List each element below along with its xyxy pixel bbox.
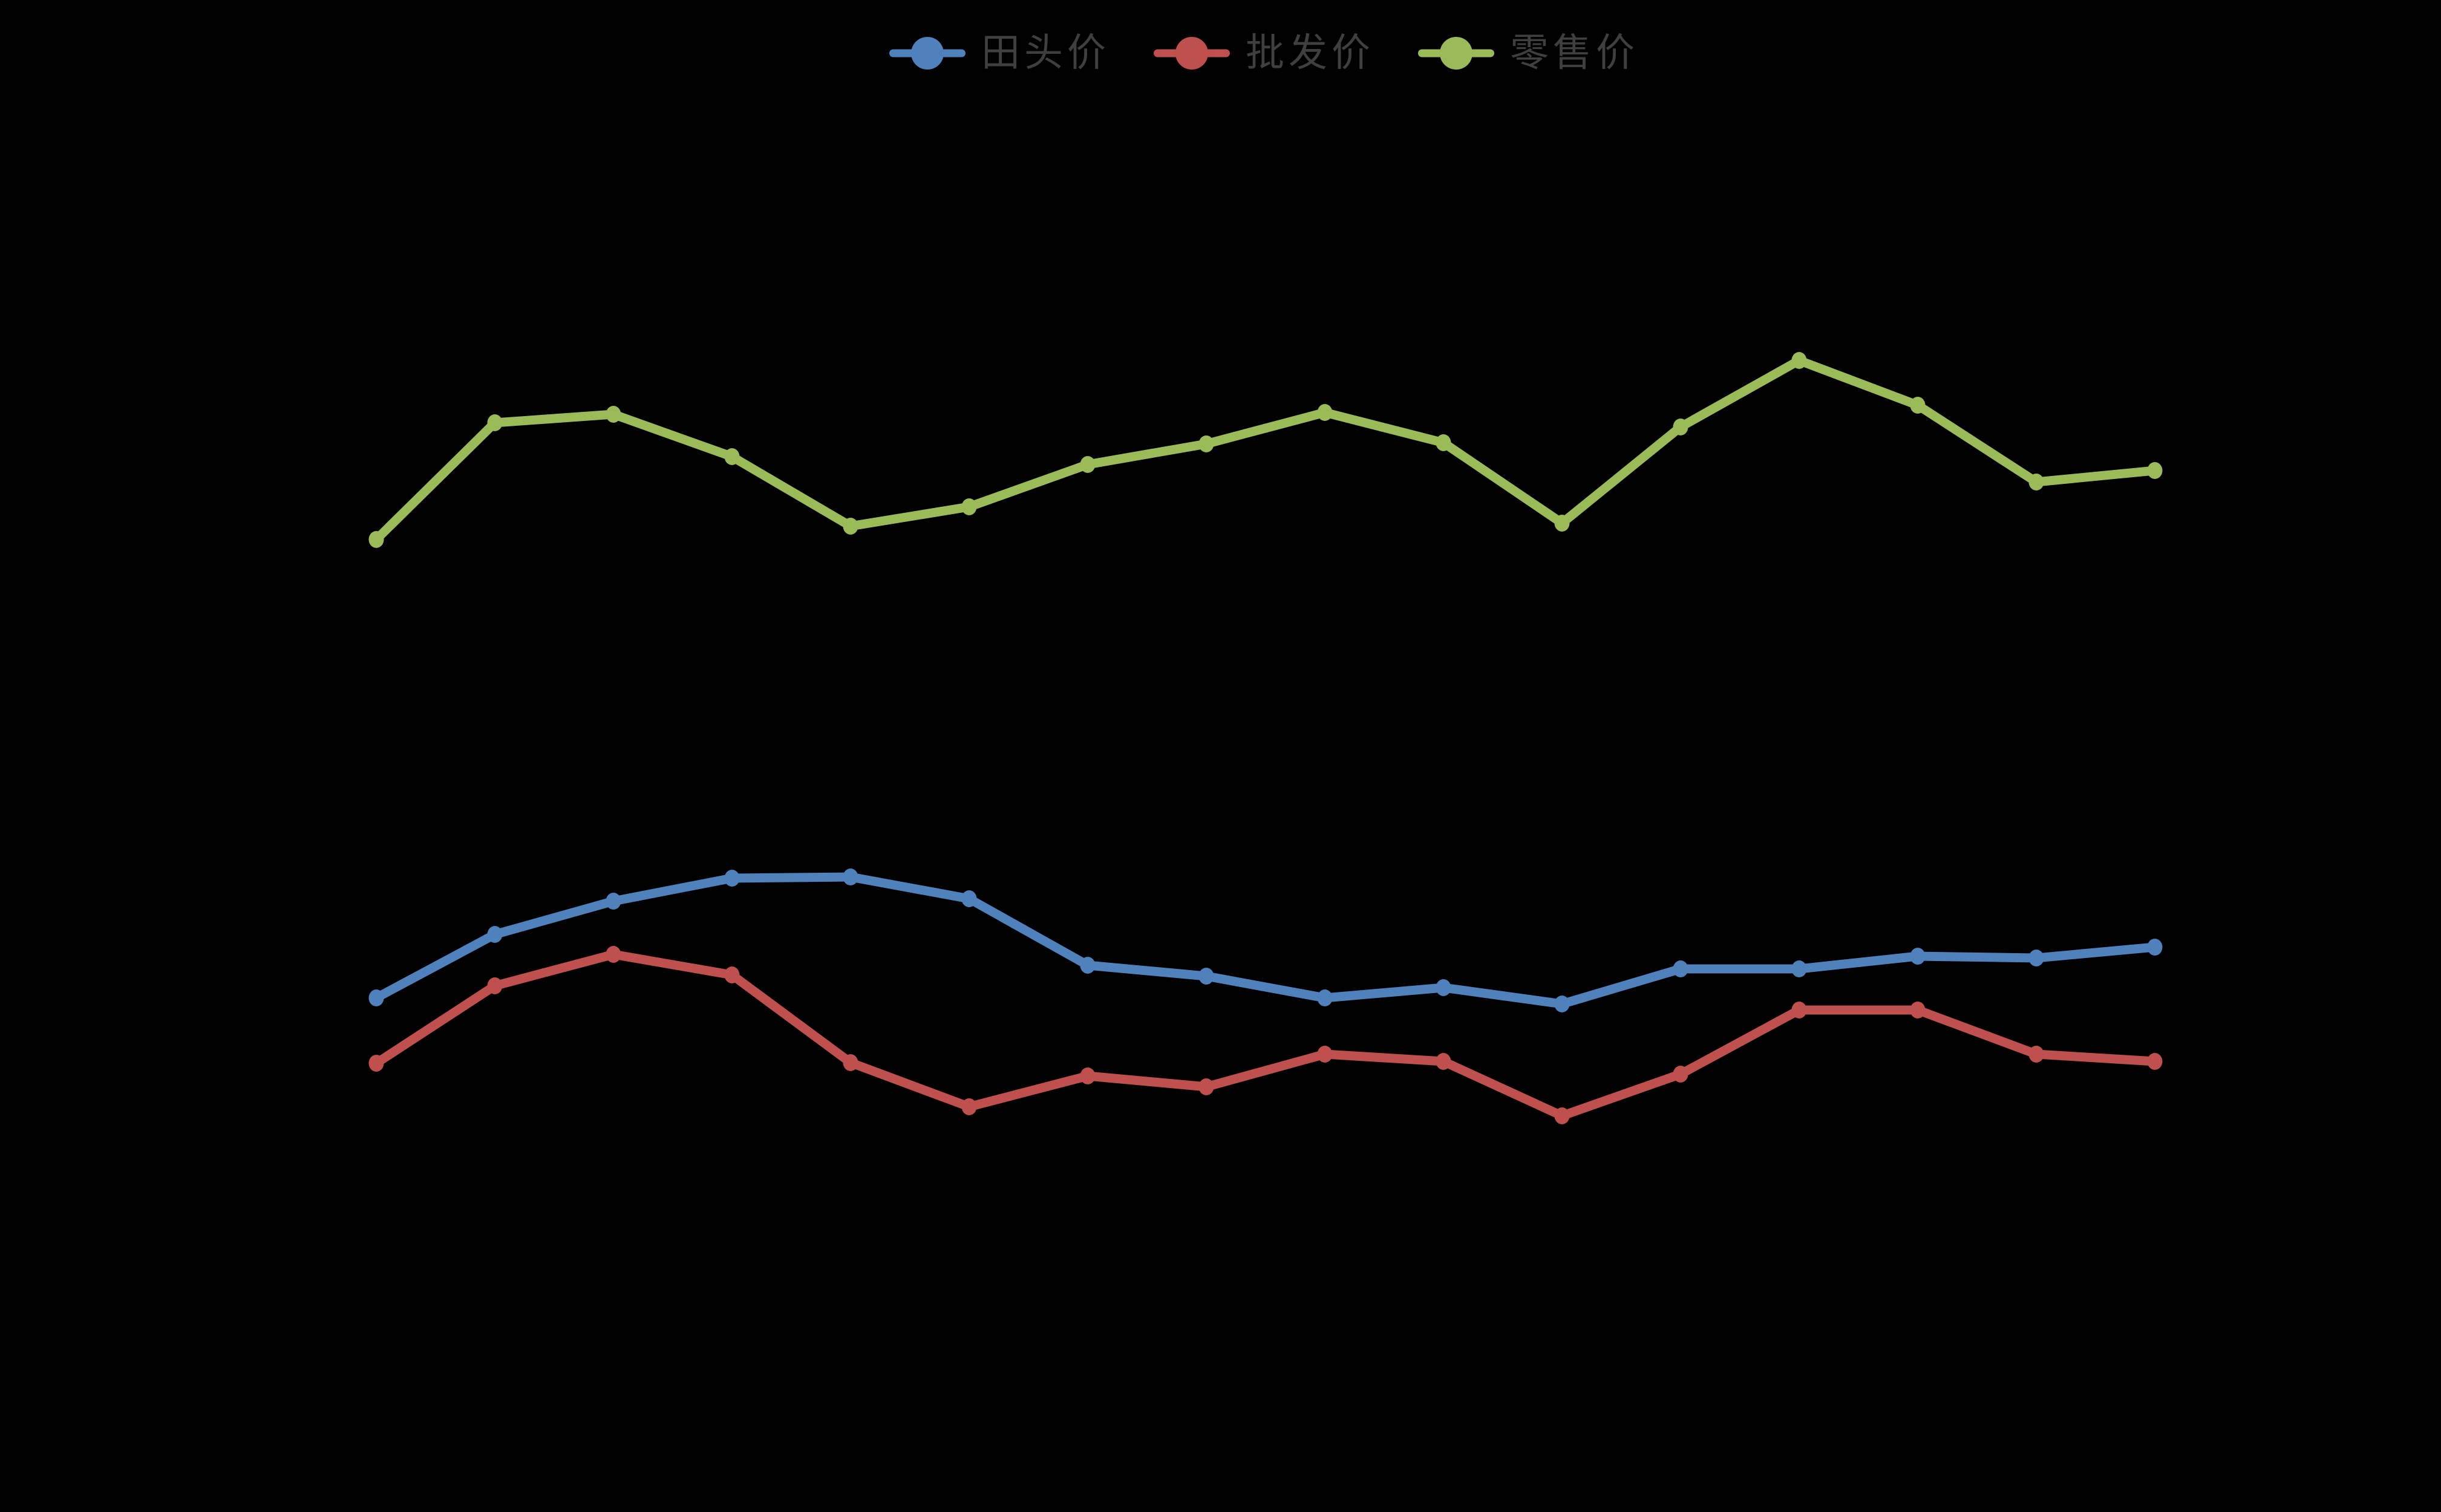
data-point-marker xyxy=(724,966,740,983)
data-point-marker xyxy=(961,498,977,515)
legend-dot xyxy=(1440,37,1472,70)
legend-dot xyxy=(1175,37,1208,70)
data-point-marker xyxy=(1436,434,1451,451)
data-point-marker xyxy=(843,1054,858,1071)
data-point-marker xyxy=(1198,968,1214,985)
data-point-marker xyxy=(1791,960,1807,977)
data-point-marker xyxy=(1080,1067,1096,1084)
legend-item-3: 零售价 xyxy=(1418,34,1639,73)
series-polyline xyxy=(371,950,2160,1121)
chart-legend: 田头价 批发价 零售价 xyxy=(44,34,2441,73)
data-point-marker xyxy=(724,870,740,887)
legend-line-dot-icon xyxy=(1418,36,1494,71)
data-point-marker xyxy=(606,893,621,910)
data-point-marker xyxy=(487,414,503,431)
series-2-line xyxy=(368,946,2163,1124)
data-point-marker xyxy=(843,518,858,535)
data-point-marker xyxy=(1791,352,1807,369)
data-point-marker xyxy=(2028,474,2044,490)
data-point-marker xyxy=(961,890,977,907)
data-point-marker xyxy=(1198,1078,1214,1095)
legend-item-label: 零售价 xyxy=(1510,31,1639,74)
data-point-marker xyxy=(487,926,503,943)
series-1-line xyxy=(368,868,2163,1012)
data-point-marker xyxy=(1080,456,1096,473)
data-point-marker xyxy=(1910,397,1926,414)
legend-line-dot-icon xyxy=(889,36,966,71)
data-point-marker xyxy=(1436,979,1451,996)
data-point-marker xyxy=(2147,462,2163,479)
legend-dot xyxy=(911,37,944,70)
data-point-marker xyxy=(1673,1066,1688,1083)
data-point-marker xyxy=(1317,1046,1333,1063)
data-point-marker xyxy=(606,946,621,963)
data-point-marker xyxy=(2028,1046,2044,1063)
legend-item-label: 批发价 xyxy=(1246,31,1374,74)
data-point-marker xyxy=(2147,1053,2163,1070)
data-point-marker xyxy=(1436,1053,1451,1070)
data-point-marker xyxy=(1910,948,1926,965)
data-point-marker xyxy=(2147,939,2163,956)
series-polyline xyxy=(371,356,2160,544)
data-point-marker xyxy=(368,989,384,1006)
data-point-marker xyxy=(606,406,621,423)
series-polyline xyxy=(371,872,2160,1009)
data-point-marker xyxy=(1317,404,1333,421)
series-3-line xyxy=(368,352,2163,548)
legend-item-1: 田头价 xyxy=(889,34,1110,73)
data-point-marker xyxy=(368,1055,384,1072)
legend-item-label: 田头价 xyxy=(981,31,1110,74)
data-point-marker xyxy=(1554,996,1570,1012)
data-point-marker xyxy=(2028,950,2044,966)
legend-line-dot-icon xyxy=(1154,36,1230,71)
data-point-marker xyxy=(1554,515,1570,532)
data-point-marker xyxy=(724,448,740,465)
data-point-marker xyxy=(843,868,858,885)
data-point-marker xyxy=(368,531,384,548)
data-point-marker xyxy=(1910,1002,1926,1018)
data-point-marker xyxy=(961,1098,977,1115)
data-point-marker xyxy=(1198,435,1214,452)
data-point-marker xyxy=(1080,957,1096,974)
data-point-marker xyxy=(1673,419,1688,435)
data-point-marker xyxy=(1317,989,1333,1006)
legend-item-2: 批发价 xyxy=(1154,34,1374,73)
data-point-marker xyxy=(1673,960,1688,977)
data-point-marker xyxy=(1554,1107,1570,1124)
data-point-marker xyxy=(487,977,503,994)
data-point-marker xyxy=(1791,1002,1807,1018)
